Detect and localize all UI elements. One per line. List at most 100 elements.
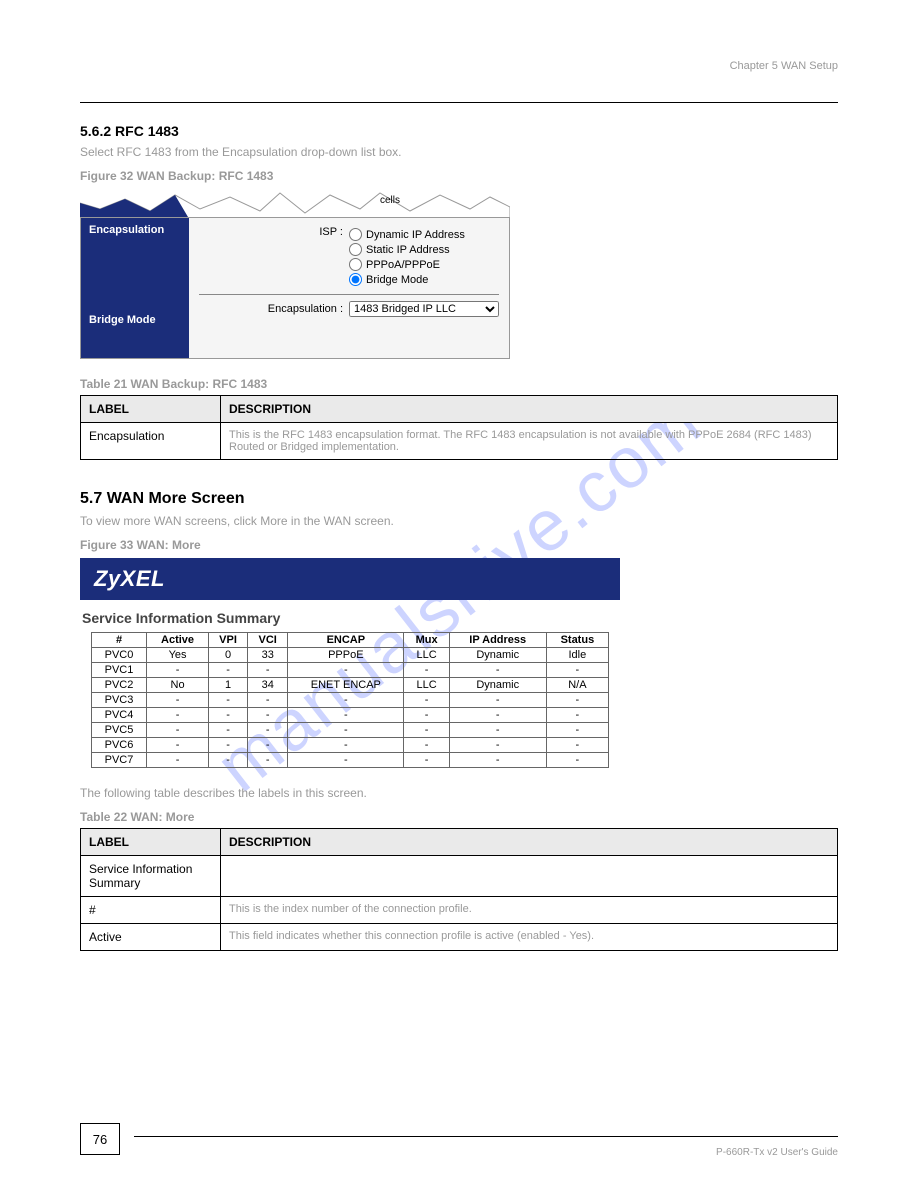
top-rule: [80, 102, 838, 103]
t22-cell: [221, 856, 838, 897]
table-21: LABEL DESCRIPTION Encapsulation This is …: [80, 395, 838, 460]
table-21-header-1: DESCRIPTION: [221, 396, 838, 423]
table-21-caption: Table 21 WAN Backup: RFC 1483: [80, 377, 838, 391]
radio-bridge-mode[interactable]: [349, 273, 362, 286]
svc-cell: -: [147, 663, 209, 678]
svc-cell: PVC4: [91, 708, 146, 723]
page-number: 76: [80, 1123, 120, 1155]
svc-cell: -: [449, 708, 546, 723]
svc-cell: -: [449, 753, 546, 768]
svc-cell: -: [404, 708, 450, 723]
svc-th-6: IP Address: [449, 633, 546, 648]
svc-cell: -: [404, 723, 450, 738]
svc-cell: -: [546, 708, 609, 723]
svc-cell: 1: [208, 678, 247, 693]
section-5-7-title: 5.7 WAN More Screen: [80, 490, 838, 508]
radio-label-3: Bridge Mode: [366, 274, 428, 286]
svc-th-1: Active: [147, 633, 209, 648]
svc-cell: -: [546, 693, 609, 708]
zyxel-logo: ZyXEL: [94, 566, 165, 591]
svc-cell: -: [449, 723, 546, 738]
figure-33: ZyXEL Service Information Summary #Activ…: [80, 558, 620, 768]
table-row: PVC3-------: [91, 693, 608, 708]
encapsulation-select[interactable]: 1483 Bridged IP LLC: [349, 301, 499, 317]
svc-cell: -: [288, 693, 404, 708]
table-22-caption: Table 22 WAN: More: [80, 810, 838, 824]
chapter-header: Chapter 5 WAN Setup: [80, 60, 838, 72]
radio-static-ip[interactable]: [349, 243, 362, 256]
svc-cell: PVC2: [91, 678, 146, 693]
svc-cell: -: [288, 708, 404, 723]
table-row: Service Information Summary: [81, 856, 838, 897]
svc-cell: -: [288, 738, 404, 753]
svc-cell: -: [248, 738, 288, 753]
table-row: PVC6-------: [91, 738, 608, 753]
svc-cell: -: [208, 693, 247, 708]
fig1-divider: [199, 294, 499, 295]
svc-cell: -: [546, 663, 609, 678]
table-21-header-0: LABEL: [81, 396, 221, 423]
svc-th-3: VCI: [248, 633, 288, 648]
radio-label-1: Static IP Address: [366, 244, 450, 256]
table-row: PVC2No134ENET ENCAPLLCDynamicN/A: [91, 678, 608, 693]
section-5-6-2-title: 5.6.2 RFC 1483: [80, 123, 838, 139]
svc-cell: -: [546, 738, 609, 753]
svc-cell: -: [546, 723, 609, 738]
svg-text:cells: cells: [380, 195, 400, 206]
svc-cell: Dynamic: [449, 648, 546, 663]
svc-cell: -: [208, 708, 247, 723]
svc-th-2: VPI: [208, 633, 247, 648]
svc-cell: PVC3: [91, 693, 146, 708]
table-row: Encapsulation This is the RFC 1483 encap…: [81, 423, 838, 460]
figure-32-label: Figure 32 WAN Backup: RFC 1483: [80, 169, 838, 183]
figure-33-label: Figure 33 WAN: More: [80, 538, 838, 552]
svc-cell: -: [404, 738, 450, 753]
table-21-cell-0-0: Encapsulation: [81, 423, 221, 460]
svc-cell: -: [208, 723, 247, 738]
table-22-header-1: DESCRIPTION: [221, 829, 838, 856]
svc-cell: -: [248, 708, 288, 723]
radio-label-0: Dynamic IP Address: [366, 229, 465, 241]
t22-cell: Service Information Summary: [81, 856, 221, 897]
t22-cell: This is the index number of the connecti…: [221, 897, 838, 924]
svc-cell: -: [546, 753, 609, 768]
table-row: #This is the index number of the connect…: [81, 897, 838, 924]
sidebar-label-bottom: Bridge Mode: [81, 308, 189, 358]
svc-cell: N/A: [546, 678, 609, 693]
svc-cell: -: [404, 693, 450, 708]
radio-label-2: PPPoA/PPPoE: [366, 259, 440, 271]
svc-cell: -: [208, 753, 247, 768]
t22-cell: Active: [81, 924, 221, 951]
table-22: LABEL DESCRIPTION Service Information Su…: [80, 828, 838, 951]
svc-cell: -: [404, 753, 450, 768]
svc-cell: Idle: [546, 648, 609, 663]
table-row: PVC0Yes033PPPoELLCDynamicIdle: [91, 648, 608, 663]
svc-cell: PVC1: [91, 663, 146, 678]
svc-cell: -: [147, 753, 209, 768]
table-row: PVC7-------: [91, 753, 608, 768]
svc-cell: No: [147, 678, 209, 693]
figure-32: cells Encapsulation Bridge Mode ISP : Dy…: [80, 189, 510, 359]
table-22-header-0: LABEL: [81, 829, 221, 856]
svc-th-0: #: [91, 633, 146, 648]
service-info-table: #ActiveVPIVCIENCAPMuxIP AddressStatus PV…: [91, 632, 609, 768]
zyxel-bar: ZyXEL: [80, 558, 620, 600]
svc-cell: -: [449, 693, 546, 708]
section-5-6-2-text: Select RFC 1483 from the Encapsulation d…: [80, 145, 838, 159]
svc-cell: PVC0: [91, 648, 146, 663]
section-5-7-text: To view more WAN screens, click More in …: [80, 514, 838, 528]
svc-th-4: ENCAP: [288, 633, 404, 648]
svc-cell: -: [147, 708, 209, 723]
svc-cell: 0: [208, 648, 247, 663]
svc-cell: Yes: [147, 648, 209, 663]
service-info-title: Service Information Summary: [82, 610, 620, 626]
svc-cell: LLC: [404, 678, 450, 693]
radio-pppoa-pppoe[interactable]: [349, 258, 362, 271]
radio-dynamic-ip[interactable]: [349, 228, 362, 241]
torn-edge: cells: [80, 189, 510, 217]
svc-cell: -: [147, 738, 209, 753]
table-row: PVC4-------: [91, 708, 608, 723]
svc-cell: ENET ENCAP: [288, 678, 404, 693]
svc-cell: -: [147, 723, 209, 738]
t22-cell: This field indicates whether this connec…: [221, 924, 838, 951]
